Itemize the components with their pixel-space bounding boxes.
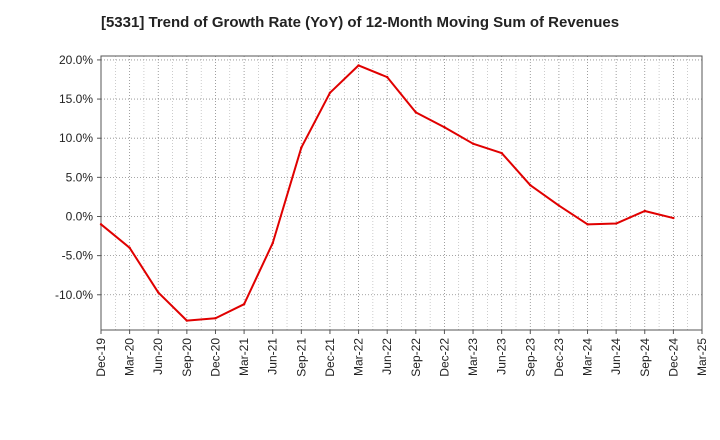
data-point [385,75,389,79]
x-tick-label: Dec-22 [437,338,451,377]
data-point [357,64,360,67]
plot-area-frame [100,55,703,331]
data-point [157,291,160,294]
x-tick-label: Dec-24 [666,338,680,377]
x-tick-label: Jun-20 [151,338,165,375]
x-tick-label: Jun-23 [495,338,509,375]
x-tick-label: Dec-23 [552,338,566,377]
x-tick-label: Jun-21 [266,338,280,375]
y-tick-label: 15.0% [59,92,93,106]
data-point [643,209,646,213]
data-point [128,246,131,249]
x-tick-label: Dec-19 [94,338,108,377]
x-tick-label: Sep-22 [409,338,423,377]
data-point [99,223,103,226]
data-point [271,241,274,245]
y-axis-ticks: 20.0% 15.0% 10.0% 5.0% 0.0% -5.0% -10.0% [55,53,101,302]
chart-title: [5331] Trend of Growth Rate (YoY) of 12-… [100,14,620,31]
grid-lines [100,56,703,330]
x-tick-label: Dec-21 [323,338,337,377]
series-layer [99,64,675,322]
series-line [100,64,674,322]
x-tick-label: Sep-20 [180,338,194,377]
data-point [557,204,561,207]
data-point [586,223,589,226]
y-tick-label: 20.0% [59,53,93,67]
y-tick-label: -5.0% [62,249,94,263]
x-tick-label: Jun-24 [609,338,623,375]
data-point [328,91,332,94]
data-point [614,222,618,225]
y-tick-label: 10.0% [59,131,93,145]
data-point [672,216,675,220]
x-tick-label: Sep-24 [638,338,652,377]
x-tick-label: Mar-25 [695,338,709,376]
x-tick-label: Mar-20 [123,338,137,376]
y-tick-label: 0.0% [66,209,94,223]
data-point [214,317,217,320]
data-point [185,319,189,322]
data-point [500,151,503,155]
data-point [443,126,446,129]
x-tick-label: Mar-24 [581,338,595,376]
x-tick-label: Sep-23 [523,338,537,377]
data-point [529,183,532,187]
y-tick-label: -10.0% [55,288,93,302]
data-point [414,111,418,114]
x-tick-label: Sep-21 [294,338,308,377]
x-tick-label: Mar-23 [466,338,480,376]
data-point [300,146,303,149]
x-tick-label: Mar-22 [352,338,366,376]
data-point [242,302,246,306]
y-tick-label: 5.0% [66,170,94,184]
x-axis-ticks: Dec-19 Mar-20 Jun-20 Sep-20 Dec-20 Mar-21 Jun-… [94,330,709,377]
x-tick-label: Dec-20 [208,338,222,377]
x-tick-label: Mar-21 [237,338,251,376]
data-point [471,142,475,145]
x-tick-label: Jun-22 [380,338,394,375]
